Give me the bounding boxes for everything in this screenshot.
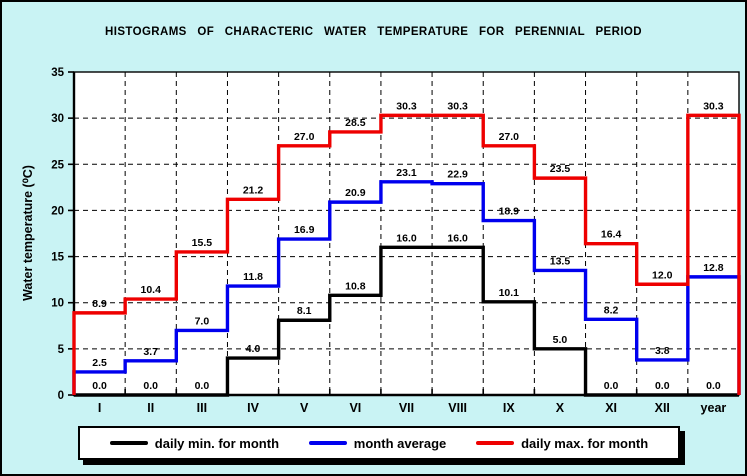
y-tick-label: 5 [58, 344, 65, 356]
data-label: 11.8 [243, 271, 263, 283]
month-average-line-swatch [308, 441, 347, 445]
data-label: 10.8 [345, 280, 366, 292]
series-daily-min-for-month [74, 245, 739, 397]
daily-max-line-swatch [476, 441, 515, 445]
data-label: 28.5 [345, 117, 366, 129]
x-category-label: VI [349, 401, 361, 415]
x-category-label: III [197, 401, 207, 415]
y-tick-label: 25 [51, 159, 64, 171]
data-label: 21.2 [243, 184, 264, 196]
x-category-label: year [701, 401, 727, 415]
data-label: 16.4 [601, 229, 622, 241]
data-label: 3.8 [655, 345, 670, 357]
x-category-label: IV [247, 401, 259, 415]
data-label: 0.0 [195, 380, 210, 392]
x-category-label: I [98, 401, 101, 415]
legend-label-daily-max: daily max. for month [521, 435, 649, 451]
data-label: 27.0 [499, 131, 520, 143]
data-label: 7.0 [195, 315, 210, 327]
chart-title: HISTOGRAMS OF CHARACTERIC WATER TEMPERAT… [105, 26, 642, 38]
y-tick-label: 30 [51, 113, 64, 125]
legend-item-daily-min: daily min. for month [109, 435, 280, 451]
x-category-label: IX [503, 401, 515, 415]
data-label: 5.0 [553, 334, 568, 346]
data-label: 12.8 [703, 262, 724, 274]
y-tick-label: 35 [51, 67, 64, 79]
data-label: 16.0 [447, 232, 468, 244]
data-label: 27.0 [294, 131, 315, 143]
data-label: 0.0 [604, 380, 619, 392]
series-daily-max-for-month [72, 113, 741, 395]
data-label: 2.5 [92, 357, 107, 369]
x-category-label: V [300, 401, 309, 415]
data-label: 8.2 [604, 304, 619, 316]
data-label: 0.0 [655, 380, 670, 392]
data-label: 10.1 [499, 287, 520, 299]
x-category-label: XII [655, 401, 670, 415]
data-label: 22.9 [447, 169, 468, 181]
data-label: 8.1 [297, 305, 312, 317]
data-label: 4.0 [246, 343, 261, 355]
data-label: 23.5 [550, 163, 571, 175]
data-label: 30.3 [396, 100, 417, 112]
data-label: 18.9 [499, 206, 520, 218]
daily-min-line-swatch [109, 441, 148, 445]
data-label: 30.3 [703, 100, 724, 112]
data-label: 12.0 [652, 269, 673, 281]
y-tick-label: 20 [51, 205, 64, 217]
x-category-label: X [556, 401, 565, 415]
plot-area [74, 72, 739, 395]
data-label: 16.9 [294, 224, 315, 236]
x-category-label: XI [605, 401, 617, 415]
data-label: 0.0 [92, 380, 107, 392]
series-month-average [72, 180, 741, 395]
legend-box: daily min. for month month average daily… [78, 426, 680, 460]
x-category-label: II [147, 401, 154, 415]
data-label: 30.3 [447, 100, 468, 112]
data-label: 3.7 [143, 346, 158, 358]
data-label: 20.9 [345, 187, 366, 199]
data-label: 16.0 [396, 232, 417, 244]
y-tick-label: 10 [51, 298, 64, 310]
data-label: 13.5 [550, 255, 571, 267]
legend-label-daily-min: daily min. for month [154, 435, 280, 451]
x-category-label: VIII [448, 401, 467, 415]
data-label: 0.0 [143, 380, 158, 392]
x-category-label: VII [399, 401, 414, 415]
y-tick-label: 0 [58, 390, 64, 402]
y-tick-label: 15 [51, 252, 64, 264]
data-label: 8.9 [92, 298, 107, 310]
legend-label-month-average: month average [353, 435, 447, 451]
data-label: 15.5 [192, 237, 213, 249]
data-label: 23.1 [396, 167, 417, 179]
data-label: 0.0 [706, 380, 721, 392]
legend-item-daily-max: daily max. for month [476, 436, 648, 451]
legend-item-month-average: month average [308, 435, 447, 451]
data-label: 10.4 [141, 284, 162, 296]
